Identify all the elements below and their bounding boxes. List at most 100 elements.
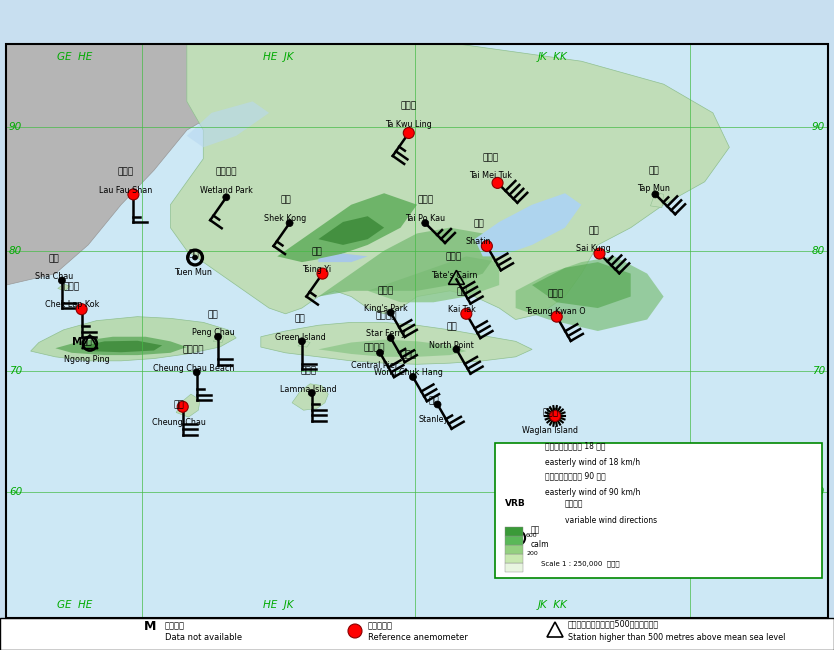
Polygon shape (292, 384, 329, 410)
Bar (0, 618, 834, 650)
Text: Scale 1 : 250,000  比例尺: Scale 1 : 250,000 比例尺 (541, 560, 620, 567)
Circle shape (550, 410, 560, 421)
Polygon shape (80, 341, 162, 352)
Circle shape (348, 624, 362, 638)
Circle shape (409, 373, 416, 380)
Text: 80: 80 (9, 246, 23, 255)
Text: JK  KK: JK KK (538, 52, 567, 62)
Text: 石崗: 石崗 (280, 196, 291, 205)
Text: Station higher than 500 metres above mean sea level: Station higher than 500 metres above mea… (568, 634, 786, 642)
Text: 無風: 無風 (531, 525, 540, 534)
Text: Central Pier: Central Pier (350, 361, 398, 370)
Circle shape (128, 189, 139, 200)
Bar (6, 44, 828, 618)
Text: 大美篤: 大美篤 (483, 153, 499, 162)
Text: North Point: North Point (430, 341, 474, 350)
Text: Wetland Park: Wetland Park (200, 186, 253, 194)
Circle shape (193, 369, 200, 376)
Bar (505, 545, 523, 554)
Text: Tai Mei Tuk: Tai Mei Tuk (470, 172, 512, 180)
Text: Tap Mun: Tap Mun (637, 184, 671, 193)
Circle shape (453, 346, 460, 353)
Text: 南丫島: 南丫島 (300, 367, 317, 376)
Polygon shape (58, 284, 70, 291)
Text: Sha Chau: Sha Chau (34, 272, 73, 281)
Text: easterly wind of 18 km/h: easterly wind of 18 km/h (545, 458, 641, 467)
Text: Kai Tak: Kai Tak (448, 305, 476, 314)
Text: 80: 80 (811, 246, 825, 255)
Text: GE  HE: GE HE (57, 600, 92, 610)
Circle shape (76, 304, 87, 315)
Circle shape (551, 311, 562, 322)
Text: M: M (143, 619, 156, 632)
Polygon shape (31, 317, 236, 361)
Text: HE  JK: HE JK (263, 600, 294, 610)
Bar (505, 554, 523, 563)
Text: 東風，風速每小時 90 公里: 東風，風速每小時 90 公里 (545, 471, 605, 480)
Polygon shape (319, 227, 500, 296)
Text: Lau Fau Shan: Lau Fau Shan (98, 186, 152, 194)
Text: 濕地公園: 濕地公園 (215, 168, 237, 177)
Polygon shape (170, 44, 730, 320)
Text: Ngong Ping: Ngong Ping (63, 355, 109, 364)
Text: HE  JK: HE JK (263, 52, 294, 62)
Circle shape (481, 240, 492, 252)
Text: VRB: VRB (505, 499, 526, 508)
Text: 70: 70 (811, 366, 825, 376)
Text: Data not available: Data not available (165, 634, 242, 642)
Polygon shape (277, 193, 417, 262)
Bar (505, 526, 523, 536)
Polygon shape (319, 216, 384, 245)
Circle shape (193, 255, 198, 260)
Circle shape (376, 349, 384, 356)
Text: 沙洲: 沙洲 (48, 254, 59, 263)
Text: M: M (72, 337, 82, 346)
Text: Cheung Chau Beach: Cheung Chau Beach (153, 363, 234, 372)
Text: 東風，風速每小時 18 公里: 東風，風速每小時 18 公里 (545, 441, 605, 450)
Text: 大老山: 大老山 (446, 253, 462, 261)
Text: 沒有資料: 沒有資料 (165, 621, 185, 630)
Polygon shape (6, 44, 253, 285)
Text: Shek Kong: Shek Kong (264, 214, 307, 223)
Circle shape (387, 309, 394, 316)
Text: 長洲: 長洲 (173, 400, 184, 409)
Polygon shape (319, 339, 466, 357)
Text: Star Ferry: Star Ferry (366, 329, 405, 338)
Circle shape (178, 401, 188, 412)
Text: 赤柱: 赤柱 (428, 396, 439, 406)
Text: 赤鱲角: 赤鱲角 (63, 283, 80, 291)
Polygon shape (55, 337, 187, 355)
Text: King's Park: King's Park (364, 304, 408, 313)
Bar (6, 44, 828, 618)
Text: Reference anemometer: Reference anemometer (368, 634, 468, 642)
Text: Tsing Yi: Tsing Yi (302, 265, 331, 274)
Text: 京士柏: 京士柏 (378, 286, 394, 295)
Text: 橫瀾島: 橫瀾島 (542, 408, 558, 417)
Text: 北角: 北角 (446, 322, 457, 332)
Text: 流浮山: 流浮山 (117, 168, 133, 177)
Text: Tate's Cairn: Tate's Cairn (431, 270, 477, 280)
Circle shape (309, 389, 315, 396)
Text: Tai Po Kau: Tai Po Kau (405, 214, 445, 223)
Text: 昂坪: 昂坪 (81, 337, 92, 346)
Text: 90: 90 (811, 122, 825, 132)
Text: 啟德: 啟德 (457, 287, 468, 296)
Circle shape (286, 220, 293, 227)
Circle shape (434, 401, 441, 408)
Text: 60: 60 (811, 487, 825, 497)
Text: variable wind directions: variable wind directions (565, 516, 657, 525)
Text: Peng Chau: Peng Chau (192, 328, 234, 337)
Polygon shape (368, 256, 500, 302)
Polygon shape (532, 262, 631, 308)
Text: calm: calm (531, 540, 550, 549)
Text: 西貢: 西貢 (588, 226, 599, 235)
Circle shape (461, 308, 472, 319)
Text: 90: 90 (9, 122, 23, 132)
Text: JK  KK: JK KK (538, 600, 567, 610)
Circle shape (404, 127, 414, 138)
Text: 塔門: 塔門 (648, 166, 659, 175)
Circle shape (214, 333, 222, 340)
Circle shape (299, 338, 305, 345)
Text: 打鼓嶺: 打鼓嶺 (400, 101, 417, 111)
Text: 70: 70 (9, 366, 23, 376)
